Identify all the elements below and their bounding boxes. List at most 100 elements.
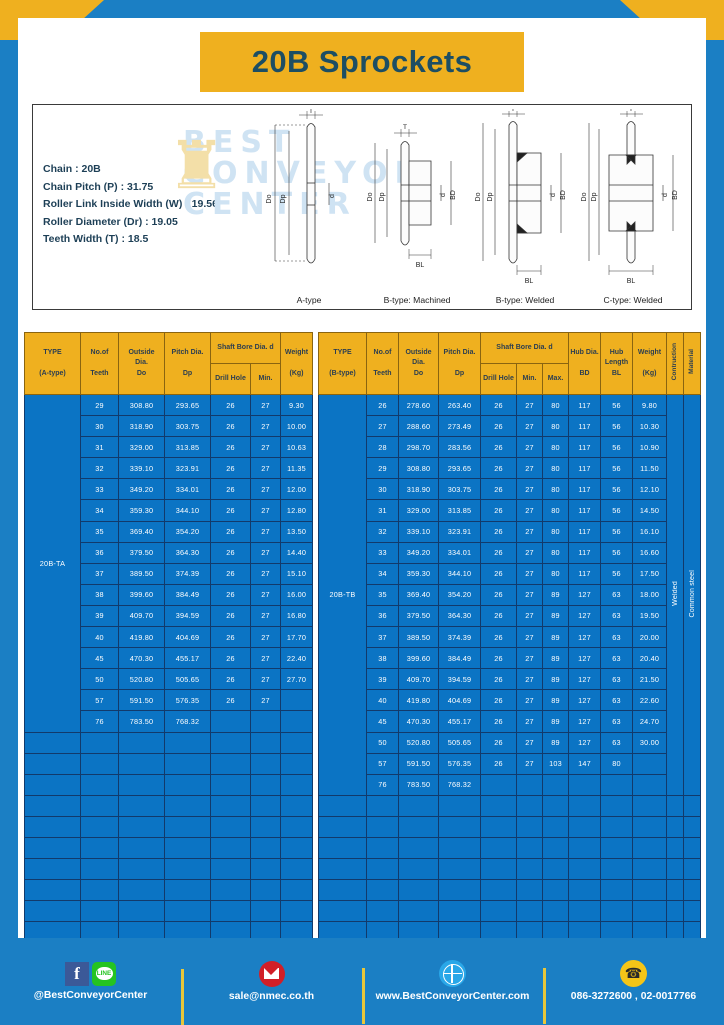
cell-5: 14.40 bbox=[280, 541, 313, 564]
cell-6: 117 bbox=[568, 393, 602, 417]
cell-0: 33 bbox=[80, 478, 119, 501]
cell-blank bbox=[568, 858, 602, 881]
cell-1: 389.50 bbox=[118, 562, 165, 585]
cell-2: 354.20 bbox=[438, 583, 481, 606]
cell-5: 89 bbox=[541, 626, 570, 649]
cell-blank bbox=[366, 858, 399, 881]
cell-1: 419.80 bbox=[398, 689, 439, 712]
diagram-caption-b-welded: B-type: Welded bbox=[495, 295, 555, 305]
table-row: 38 399.60 384.49 26 27 89 127 63 20.40 bbox=[319, 647, 701, 670]
cell-0: 39 bbox=[80, 604, 119, 628]
cell-1: 318.90 bbox=[118, 415, 165, 438]
th-a-pitch: Pitch Dia. Dp bbox=[164, 332, 211, 395]
cell-blank bbox=[632, 879, 668, 902]
cell-blank bbox=[516, 794, 543, 817]
globe-icon[interactable] bbox=[439, 960, 466, 987]
cell-5 bbox=[280, 710, 313, 733]
mail-icon[interactable] bbox=[258, 960, 285, 987]
cell-construction: Welded bbox=[666, 394, 685, 796]
cell-4: 27 bbox=[250, 668, 281, 691]
svg-text:Dp: Dp bbox=[379, 192, 386, 201]
cell-7: 56 bbox=[600, 562, 634, 585]
th-a-teeth-l2: Teeth bbox=[90, 369, 109, 377]
cell-4 bbox=[516, 773, 543, 796]
footer-social-icons: f LINE bbox=[65, 961, 116, 986]
svg-text:Do: Do bbox=[367, 192, 374, 201]
cell-blank bbox=[164, 836, 211, 860]
cell-0: 36 bbox=[80, 541, 119, 564]
cell-blank bbox=[398, 879, 439, 902]
cell-1: 399.60 bbox=[118, 583, 165, 606]
th-b-max: Max. bbox=[541, 363, 570, 395]
cell-3: 26 bbox=[480, 499, 517, 522]
cell-4: 27 bbox=[250, 604, 281, 628]
cell-0: 34 bbox=[366, 562, 399, 585]
cell-2: 384.49 bbox=[164, 583, 211, 606]
phone-icon[interactable]: ☎ bbox=[620, 960, 647, 987]
footer-item-facebook[interactable]: f LINE @BestConveyorCenter bbox=[0, 961, 181, 1001]
cell-blank bbox=[568, 836, 602, 860]
diagram-caption-c-welded: C-type: Welded bbox=[603, 295, 663, 305]
cell-blank bbox=[600, 879, 634, 902]
cell-5: 80 bbox=[541, 520, 570, 543]
cell-5: 17.70 bbox=[280, 626, 313, 649]
cell-5: 89 bbox=[541, 731, 570, 754]
cell-5: 80 bbox=[541, 499, 570, 522]
cell-1: 591.50 bbox=[398, 752, 439, 775]
table-row-blank bbox=[24, 731, 313, 754]
table-row-blank bbox=[24, 752, 313, 775]
svg-text:BD: BD bbox=[450, 190, 457, 200]
cell-3: 26 bbox=[480, 668, 517, 691]
facebook-icon[interactable]: f bbox=[65, 961, 89, 986]
table-row: 45 470.30 455.17 26 27 89 127 63 24.70 bbox=[319, 710, 701, 733]
cell-4: 27 bbox=[516, 541, 543, 564]
svg-text:Dp: Dp bbox=[280, 194, 287, 203]
cell-2: 404.69 bbox=[438, 689, 481, 712]
cell-7: 63 bbox=[600, 647, 634, 670]
diagram-c-welded: Do Dp d BD T BL C-type: Welded bbox=[579, 106, 687, 309]
cell-blank bbox=[280, 879, 313, 902]
cell-blank bbox=[250, 794, 281, 817]
svg-text:Do: Do bbox=[475, 192, 482, 201]
table-row: 40 419.80 404.69 26 27 17.70 bbox=[25, 626, 313, 649]
cell-1: 359.30 bbox=[118, 499, 165, 522]
cell-8: 20.00 bbox=[632, 626, 668, 649]
cell-blank bbox=[666, 858, 685, 881]
footer-item-website[interactable]: www.BestConveyorCenter.com bbox=[362, 960, 543, 1024]
footer-item-email[interactable]: sale@nmec.co.th bbox=[181, 960, 362, 1025]
cell-3: 26 bbox=[210, 415, 251, 438]
footer-website: www.BestConveyorCenter.com bbox=[375, 991, 530, 1002]
cell-7: 63 bbox=[600, 689, 634, 712]
cell-1: 379.50 bbox=[398, 604, 439, 628]
cell-blank bbox=[568, 900, 602, 923]
cell-5: 16.00 bbox=[280, 583, 313, 606]
cell-blank bbox=[600, 836, 634, 860]
cell-blank bbox=[666, 879, 685, 902]
cell-blank bbox=[438, 836, 481, 860]
cell-blank bbox=[24, 794, 81, 817]
cell-blank bbox=[516, 836, 543, 860]
cell-8: 17.50 bbox=[632, 562, 668, 585]
cell-4: 27 bbox=[250, 478, 281, 501]
cell-2: 334.01 bbox=[164, 478, 211, 501]
cell-3: 26 bbox=[480, 604, 517, 628]
spec-chain-pitch: Chain Pitch (P) : 31.75 bbox=[43, 180, 154, 193]
cell-5: 11.35 bbox=[280, 457, 313, 480]
cell-blank bbox=[541, 815, 570, 838]
cell-8: 14.50 bbox=[632, 499, 668, 522]
table-a-wrapper: TYPE (A-type) No.of Teeth Outside Dia. D… bbox=[24, 332, 313, 944]
table-row: 33 349.20 334.01 26 27 80 117 56 16.60 bbox=[319, 541, 701, 564]
cell-5: 80 bbox=[541, 541, 570, 564]
cell-blank bbox=[632, 794, 668, 817]
footer-item-phone[interactable]: ☎ 086-3272600 , 02-0017766 bbox=[543, 960, 724, 1024]
cell-blank bbox=[164, 815, 211, 838]
th-b-material: Material bbox=[683, 332, 702, 395]
cell-blank bbox=[683, 794, 702, 817]
cell-blank bbox=[280, 858, 313, 881]
table-row: 38 399.60 384.49 26 27 16.00 bbox=[25, 583, 313, 606]
spec-teeth-width: Teeth Width (T) : 18.5 bbox=[43, 233, 149, 246]
table-b-type: TYPE (B-type) No.of Teeth Outside Dia. D… bbox=[318, 332, 702, 944]
cell-0: 76 bbox=[80, 710, 119, 733]
cell-3: 26 bbox=[480, 436, 517, 459]
line-icon[interactable]: LINE bbox=[92, 961, 116, 986]
